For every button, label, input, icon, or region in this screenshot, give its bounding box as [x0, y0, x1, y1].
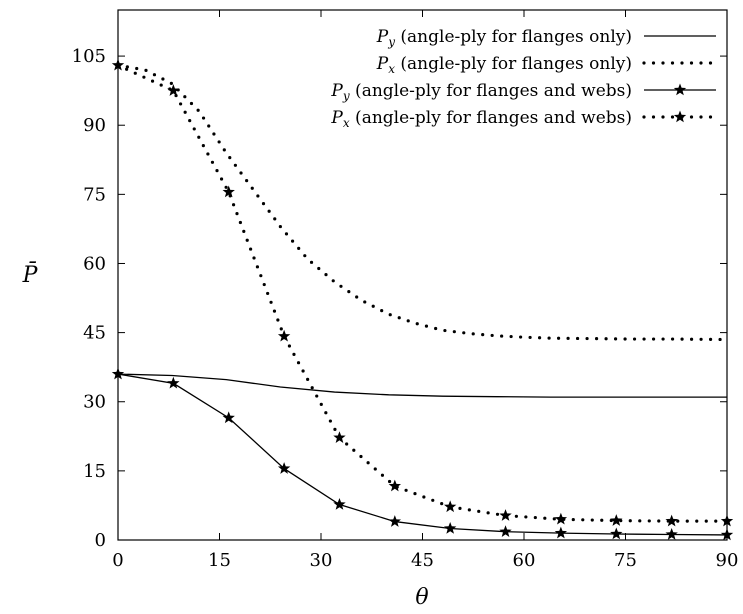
series-2	[116, 63, 729, 342]
data-point	[720, 514, 734, 527]
data-point	[277, 329, 291, 342]
series-4	[111, 58, 734, 527]
data-point	[610, 514, 623, 526]
data-point	[167, 84, 180, 96]
data-point	[610, 527, 623, 540]
legend-entry: Px (angle-ply for flanges only)	[376, 54, 718, 76]
x-tick-label: 45	[411, 550, 434, 571]
legend-label: Px (angle-ply for flanges and webs)	[330, 108, 632, 130]
series-group	[111, 58, 734, 541]
y-tick-label: 30	[83, 392, 106, 413]
legend-description: (angle-ply for flanges and webs)	[350, 108, 632, 128]
legend-subscript: x	[343, 116, 350, 130]
data-point	[333, 498, 346, 510]
x-tick-label: 0	[112, 550, 123, 571]
x-axis-title: θ	[415, 585, 428, 610]
data-point	[443, 521, 457, 534]
data-point	[222, 411, 235, 424]
legend-symbol: P	[330, 81, 343, 101]
y-tick-label: 60	[83, 253, 106, 274]
series-1	[117, 373, 727, 398]
data-point	[443, 500, 457, 513]
data-point	[111, 58, 125, 71]
data-point	[665, 514, 678, 527]
legend-description: (angle-ply for flanges only)	[395, 27, 632, 47]
legend-entry: Px (angle-ply for flanges and webs)	[330, 108, 718, 130]
legend-symbol: P	[330, 108, 343, 128]
x-tick-label: 30	[310, 550, 333, 571]
y-tick-label: 105	[72, 46, 106, 67]
data-point	[167, 376, 180, 389]
data-point	[222, 185, 235, 198]
legend-subscript: y	[387, 35, 395, 49]
data-point	[554, 526, 568, 539]
legend: Py (angle-ply for flanges only)Px (angle…	[330, 27, 718, 130]
data-point	[665, 527, 678, 540]
legend-symbol: P	[376, 27, 389, 47]
y-tick-label: 0	[95, 530, 106, 551]
series-3	[111, 367, 734, 541]
x-tick-label: 90	[716, 550, 739, 571]
legend-label: Py (angle-ply for flanges and webs)	[330, 81, 632, 103]
y-tick-label: 75	[83, 184, 106, 205]
series-line	[116, 63, 729, 342]
legend-description: (angle-ply for flanges and webs)	[350, 81, 632, 101]
data-point	[111, 367, 125, 380]
data-point	[277, 462, 291, 474]
legend-entry: Py (angle-ply for flanges only)	[376, 27, 716, 49]
legend-symbol: P	[376, 54, 389, 74]
legend-label: Py (angle-ply for flanges only)	[376, 27, 632, 49]
legend-swatch-marker	[673, 83, 687, 96]
legend-subscript: x	[388, 62, 395, 76]
data-point	[499, 509, 512, 521]
y-tick-label: 15	[83, 461, 106, 482]
legend-label: Px (angle-ply for flanges only)	[376, 54, 632, 76]
series-line	[117, 373, 727, 398]
data-point	[388, 515, 402, 527]
x-tick-label: 75	[614, 550, 637, 571]
data-point	[388, 479, 402, 492]
ticks-group: 0 15 30 45 60 75 90 0 15 30 45 60 75 90 105	[72, 10, 739, 571]
data-point	[720, 528, 734, 541]
x-tick-label: 15	[208, 550, 231, 571]
data-point	[499, 525, 512, 537]
legend-entry: Py (angle-ply for flanges and webs)	[330, 81, 716, 103]
data-point	[554, 512, 568, 525]
series-line	[117, 373, 728, 536]
legend-subscript: y	[342, 89, 350, 103]
legend-swatch-marker	[673, 110, 687, 123]
y-tick-label: 45	[83, 323, 106, 344]
y-tick-label: 90	[83, 115, 106, 136]
y-axis-title: P̄	[22, 261, 39, 288]
legend-description: (angle-ply for flanges only)	[395, 54, 632, 74]
x-tick-label: 60	[513, 550, 536, 571]
series-line	[116, 63, 729, 523]
data-point	[333, 431, 346, 443]
